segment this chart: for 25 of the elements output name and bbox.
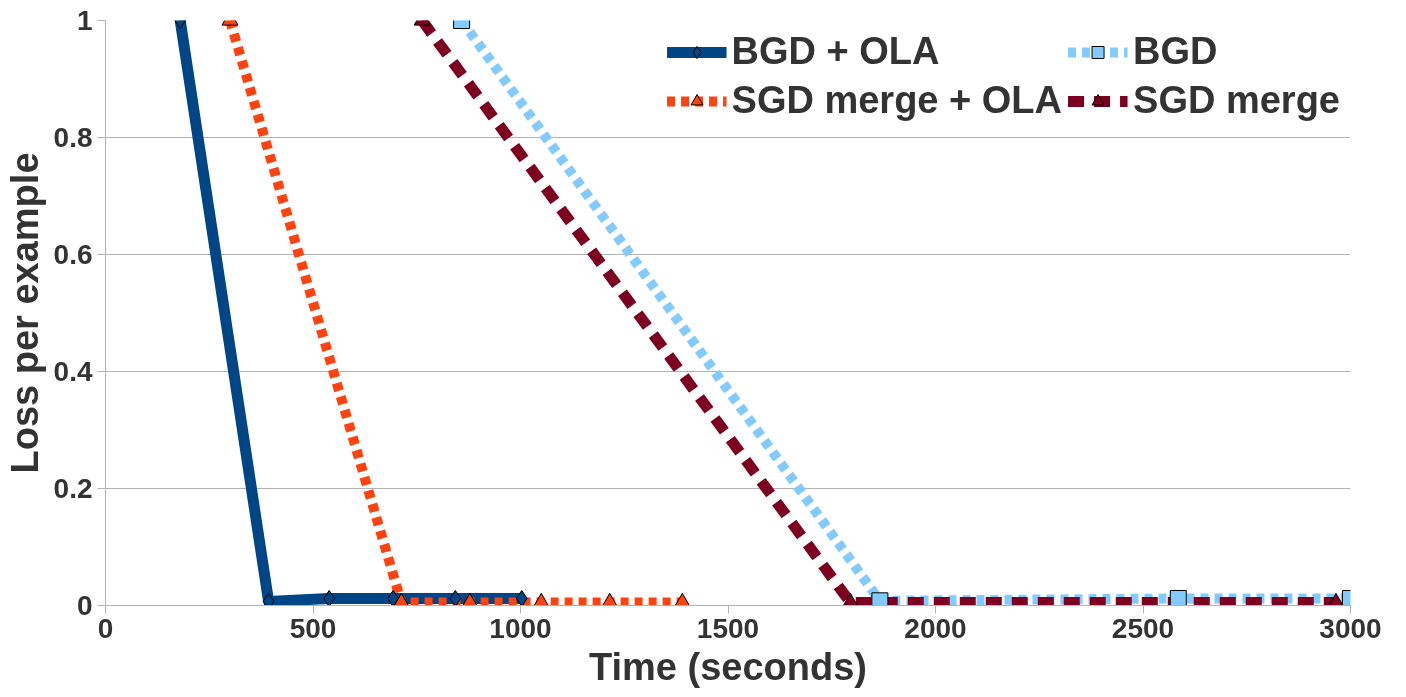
y-tick-label: 0 xyxy=(76,590,93,621)
y-tick-label: 1 xyxy=(76,5,93,36)
y-tick-label: 0.6 xyxy=(53,239,93,270)
legend-label: SGD merge xyxy=(1133,79,1340,122)
x-tick-label: 0 xyxy=(97,612,114,644)
x-tick-label: 1500 xyxy=(696,612,760,644)
point xyxy=(449,589,462,606)
x-tick-label: 500 xyxy=(289,612,337,644)
point xyxy=(323,589,336,606)
point xyxy=(387,589,399,606)
point xyxy=(1169,589,1187,606)
legend-label: SGD merge + OLA xyxy=(731,79,1063,122)
point xyxy=(871,592,889,606)
point xyxy=(515,589,528,606)
legend-label: BGD + OLA xyxy=(731,30,940,73)
y-tick-label: 0.8 xyxy=(53,122,93,153)
x-tick-label: 3000 xyxy=(1319,612,1382,644)
y-tick-label: 0.2 xyxy=(53,473,93,504)
x-tick-label: 2000 xyxy=(904,612,967,644)
y-axis-title: Loss per example xyxy=(3,152,46,474)
x-tick-label: 2500 xyxy=(1111,612,1175,644)
x-tick-label: 1000 xyxy=(489,612,552,644)
legend-label: BGD xyxy=(1133,30,1219,73)
y-tick-label: 0.4 xyxy=(53,356,93,387)
x-axis-title: Time (seconds) xyxy=(588,645,868,688)
